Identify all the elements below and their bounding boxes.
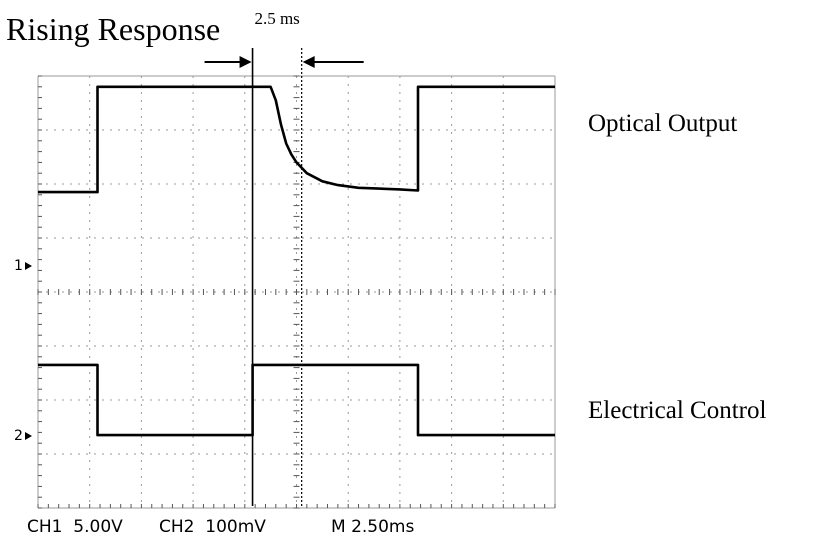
status-ch2: CH2 100mV	[159, 517, 266, 537]
chart-title: Rising Response	[6, 11, 220, 47]
time-annotation-arrows	[204, 48, 364, 506]
status-timebase: M 2.50ms	[331, 517, 414, 537]
traces	[38, 85, 555, 437]
channel-2-marker-arrow	[25, 432, 32, 440]
optical-output-label: Optical Output	[588, 110, 737, 137]
channel-1-marker-label: 1	[14, 258, 23, 274]
annotation-arrow-right-head	[302, 56, 315, 68]
channel-2-marker-label: 2	[14, 428, 23, 444]
scope-grid	[37, 75, 556, 509]
annotation-label: 2.5 ms	[254, 9, 299, 28]
channel-1-marker: 1	[14, 258, 32, 274]
status-ch1: CH1 5.00V	[27, 517, 123, 537]
channel-1-marker-arrow	[25, 262, 32, 270]
electrical-control-trace	[38, 363, 555, 437]
channel-2-marker: 2	[14, 428, 32, 444]
optical-output-trace	[38, 85, 555, 194]
electrical-control-label: Electrical Control	[588, 397, 766, 424]
annotation-arrow-left-head	[239, 56, 252, 68]
